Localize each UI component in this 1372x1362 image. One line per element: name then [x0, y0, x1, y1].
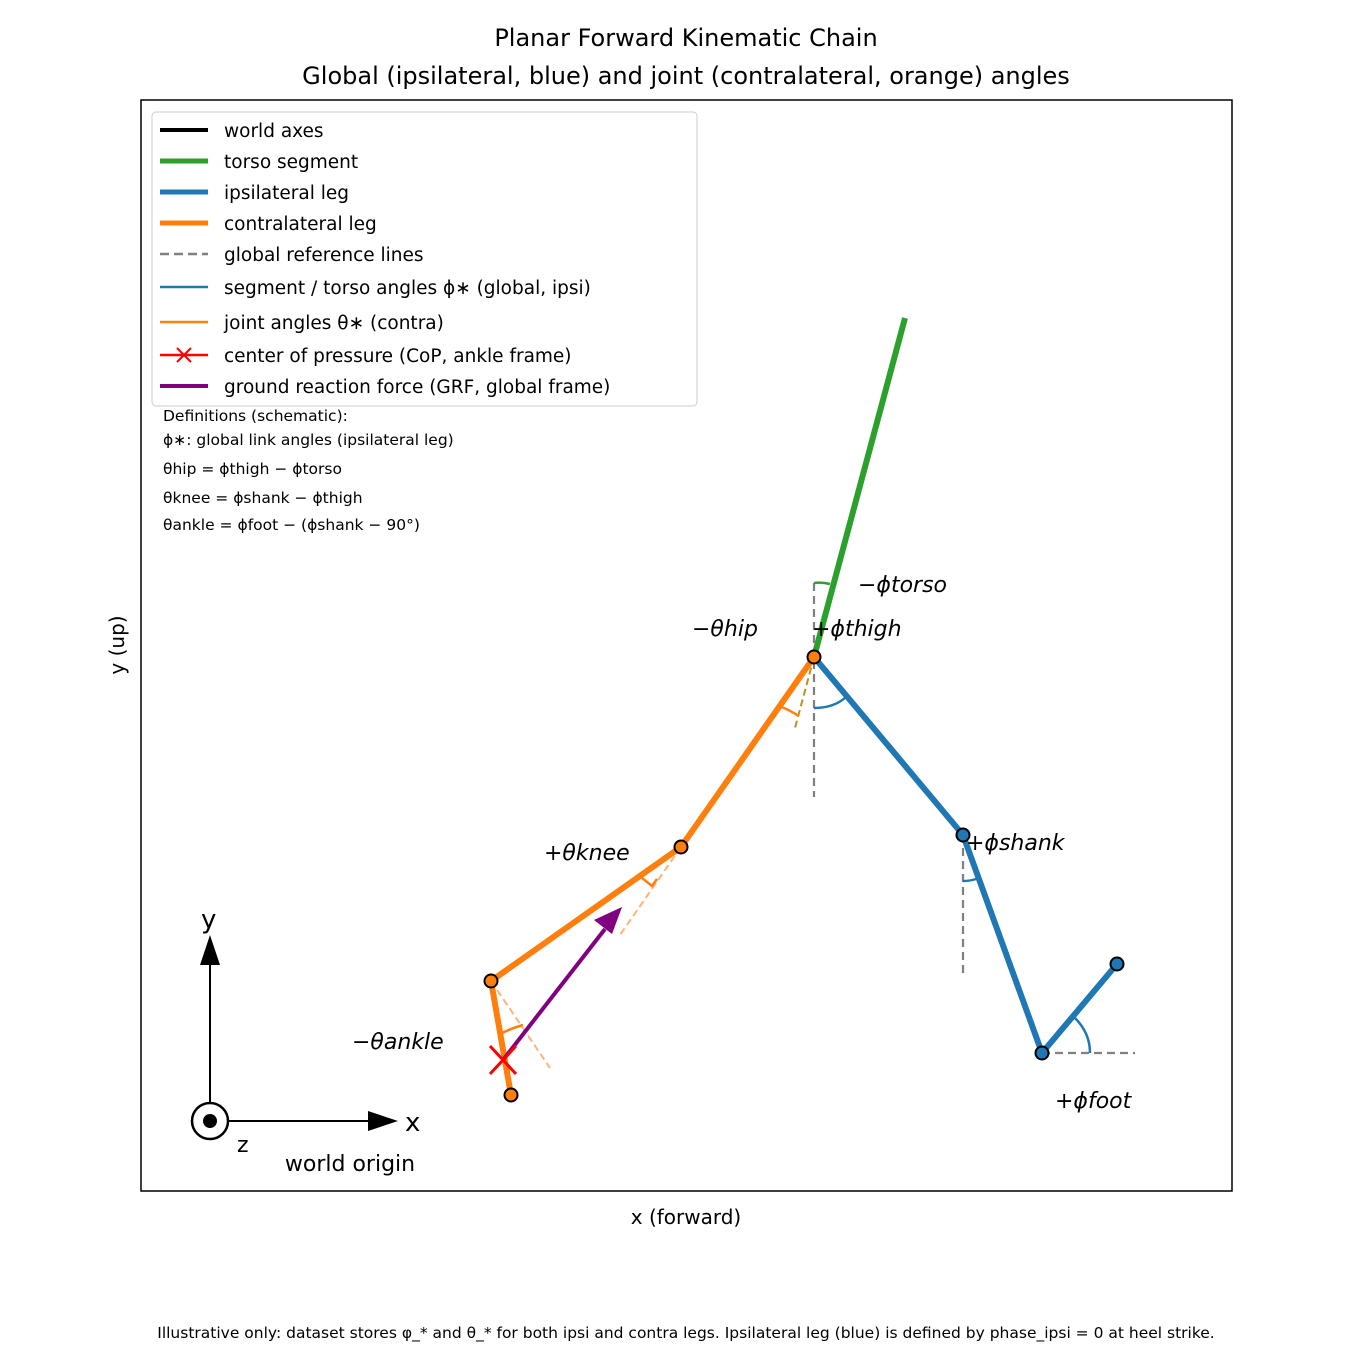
knee-angle-arc: [641, 877, 659, 888]
hip-angle-label: −θhip: [692, 617, 758, 642]
title-line-1: Planar Forward Kinematic Chain: [494, 24, 877, 52]
ankle-angle-label: −θankle: [352, 1030, 444, 1055]
world-axes: x y z world origin: [190, 905, 420, 1177]
legend-label: contralateral leg: [224, 214, 377, 235]
ipsilateral-leg: [811, 655, 1120, 1059]
y-arrow-icon: [200, 935, 220, 965]
thigh-angle-label: +ϕthigh: [812, 617, 902, 642]
knee-extension-line: [619, 846, 682, 936]
legend-label: torso segment: [224, 152, 358, 173]
contra-toe-joint: [503, 1087, 519, 1103]
world-x-label: x: [405, 1108, 420, 1138]
contra-ankle-joint: [483, 973, 499, 989]
ipsi-knee-joint: [955, 827, 971, 843]
definitions: Definitions (schematic): ϕ∗: global link…: [163, 407, 454, 534]
grf-arrow-shaft: [501, 927, 607, 1062]
hip-joint: [806, 649, 822, 665]
torso-angle-arc: [813, 581, 831, 586]
definition-knee: θknee = ϕshank − ϕthigh: [163, 489, 363, 507]
foot-angle-arc: [1074, 1017, 1092, 1054]
legend: world axes torso segment ipsilateral leg…: [151, 111, 698, 407]
world-origin-label: world origin: [285, 1152, 415, 1177]
ipsi-toe-joint: [1109, 956, 1125, 972]
torso-angle-label: −ϕtorso: [858, 573, 947, 598]
contralateral-leg: [487, 655, 817, 1096]
legend-label: ground reaction force (GRF, global frame…: [224, 377, 610, 398]
world-z-label: z: [237, 1133, 249, 1158]
cop-marker: [488, 1044, 518, 1076]
title-line-2: Global (ipsilateral, blue) and joint (co…: [302, 62, 1070, 90]
x-axis-label: x (forward): [631, 1205, 741, 1229]
definitions-header: Definitions (schematic):: [163, 407, 348, 425]
plot-frame: [140, 99, 1233, 1192]
legend-label: global reference lines: [224, 245, 424, 266]
knee-angle-label: +θknee: [544, 841, 630, 866]
shank-angle-arc: [962, 877, 977, 883]
ipsi-ankle-joint: [1034, 1045, 1050, 1061]
hip-angle-arc: [781, 705, 800, 718]
definition-hip: θhip = ϕthigh − ϕtorso: [163, 460, 342, 478]
legend-label: joint angles θ∗ (contra): [223, 313, 444, 334]
legend-label: ipsilateral leg: [224, 183, 349, 204]
x-arrow-icon: [368, 1111, 398, 1131]
cop-marker-icon: [176, 347, 192, 363]
shank-angle-label: +ϕshank: [966, 831, 1066, 856]
legend-label: segment / torso angles ϕ∗ (global, ipsi): [224, 278, 591, 299]
world-y-label: y: [201, 905, 216, 935]
legend-label: center of pressure (CoP, ankle frame): [224, 346, 572, 367]
definition-ankle: θankle = ϕfoot − (ϕshank − 90°): [163, 516, 420, 534]
torso-segment: [811, 317, 908, 658]
foot-angle-label: +ϕfoot: [1055, 1089, 1133, 1114]
legend-label: world axes: [224, 121, 324, 142]
grf-arrowhead-icon: [594, 907, 622, 934]
footnote: Illustrative only: dataset stores φ_* an…: [157, 1324, 1214, 1343]
ankle-extension-line: [490, 980, 551, 1069]
thigh-angle-arc: [813, 696, 847, 710]
ankle-angle-arc: [499, 1023, 524, 1036]
joints: [483, 649, 1125, 1103]
definition-phi: ϕ∗: global link angles (ipsilateral leg): [163, 431, 454, 449]
y-axis-label: y (up): [105, 615, 129, 674]
contra-knee-joint: [673, 839, 689, 855]
reference-lines: [812, 583, 1135, 1055]
